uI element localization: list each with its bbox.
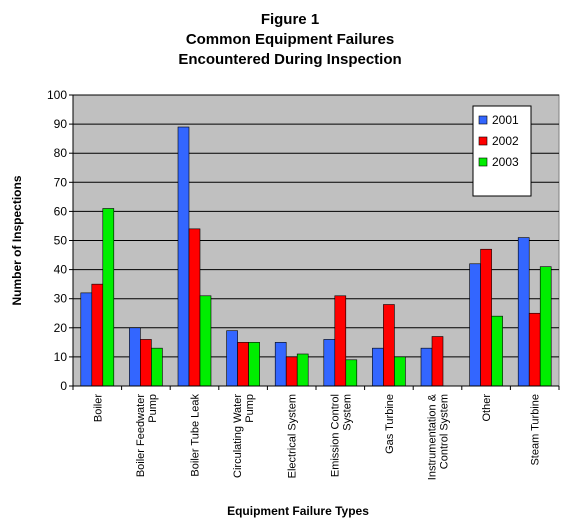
y-tick-label: 60 — [54, 204, 68, 218]
bar-2002-8 — [480, 248, 492, 387]
y-tick-label: 10 — [54, 350, 68, 364]
x-category-label-line: Gas Turbine — [384, 394, 396, 454]
chart-title-line: Figure 1 — [261, 11, 319, 28]
x-category-labels: Boiler Boiler Feedwater Pump Boiler Tube Le… — [92, 393, 541, 480]
x-category-label-line: Boiler Feedwater — [135, 394, 147, 477]
bar-2001-1 — [129, 327, 141, 387]
bar-2002-1 — [140, 339, 152, 387]
legend-label: 2001 — [492, 113, 519, 127]
bar-2002-7 — [431, 336, 444, 387]
bar-2003-2 — [199, 295, 212, 387]
legend: 2001 2002 2003 — [472, 105, 532, 197]
chart-title-line: Common Equipment Failures — [186, 31, 394, 48]
legend-swatch-2003 — [478, 157, 488, 167]
y-axis-label: Number of Inspections — [10, 175, 24, 305]
legend-swatch-2001 — [478, 115, 488, 125]
x-category-label-line: Emission Control — [329, 394, 341, 477]
x-category-label-line: Boiler Tube Leak — [190, 394, 202, 477]
x-category-label: Gas Turbine — [384, 394, 396, 454]
bar-2002-0 — [91, 283, 104, 387]
y-tick-label: 90 — [54, 117, 68, 131]
x-category-label: Boiler Feedwater Pump — [135, 394, 159, 477]
x-category-label-line: Instrumentation & — [427, 393, 439, 480]
bar-2003-1 — [151, 347, 163, 387]
axes — [69, 94, 560, 390]
bar-2003-6 — [394, 356, 406, 387]
chart-title-line: Encountered During Inspection — [178, 51, 401, 68]
x-category-label-line: Electrical System — [287, 394, 299, 478]
y-tick-label: 20 — [54, 321, 68, 335]
legend-label: 2002 — [492, 134, 519, 148]
bars — [80, 126, 552, 387]
x-category-label: Electrical System — [287, 394, 299, 478]
x-category-label: Instrumentation & Control System — [427, 393, 451, 480]
bar-2001-3 — [226, 330, 238, 387]
bar-2001-0 — [80, 292, 93, 387]
bar-2003-8 — [491, 315, 503, 387]
x-category-label-line: Boiler — [92, 394, 104, 422]
x-category-label-line: Other — [481, 394, 493, 422]
x-category-label-line: Steam Turbine — [530, 394, 542, 466]
bar-2003-5 — [345, 359, 358, 387]
x-category-label: Emission Control System — [329, 394, 353, 477]
bar-2001-8 — [469, 263, 481, 387]
x-category-label-line: System — [341, 394, 353, 431]
bar-2001-9 — [517, 237, 530, 387]
bar-2002-4 — [285, 356, 298, 387]
bar-2001-5 — [323, 339, 336, 387]
bar-2002-2 — [188, 228, 201, 387]
bar-2001-6 — [372, 347, 384, 387]
bar-2002-3 — [237, 342, 249, 387]
y-tick-label: 70 — [54, 175, 68, 189]
x-category-label: Boiler Tube Leak — [190, 394, 202, 477]
y-tick-label: 80 — [54, 146, 68, 160]
x-category-label: Boiler — [92, 394, 104, 422]
y-tick-labels: 0 10 20 30 40 50 60 70 80 90 100 — [47, 88, 67, 393]
x-category-label: Circulating Water Pump — [232, 394, 256, 478]
bar-2003-0 — [102, 208, 115, 387]
bar-2001-2 — [177, 126, 190, 387]
y-tick-label: 100 — [47, 88, 67, 102]
legend-swatch-2002 — [478, 136, 488, 146]
y-tick-label: 50 — [54, 234, 68, 248]
x-category-label-line: Pump — [244, 394, 256, 423]
chart-title: Figure 1 Common Equipment Failures Encount… — [178, 11, 401, 68]
bar-2001-7 — [420, 347, 433, 387]
x-category-label-line: Control System — [439, 394, 451, 469]
x-category-label-line: Circulating Water — [232, 394, 244, 478]
bar-2002-5 — [334, 295, 347, 387]
x-category-label: Steam Turbine — [530, 394, 542, 466]
x-category-label-line: Pump — [147, 394, 159, 423]
bar-2002-6 — [383, 304, 395, 387]
y-tick-label: 40 — [54, 263, 68, 277]
bar-2001-4 — [274, 342, 287, 387]
bar-2003-4 — [296, 353, 309, 387]
bar-2003-3 — [248, 342, 260, 387]
x-category-label: Other — [481, 394, 493, 422]
y-tick-label: 0 — [60, 379, 67, 393]
bar-2002-9 — [528, 312, 541, 387]
x-axis-label: Equipment Failure Types — [227, 504, 369, 518]
legend-label: 2003 — [492, 155, 519, 169]
y-tick-label: 30 — [54, 292, 68, 306]
bar-2003-9 — [539, 266, 552, 387]
